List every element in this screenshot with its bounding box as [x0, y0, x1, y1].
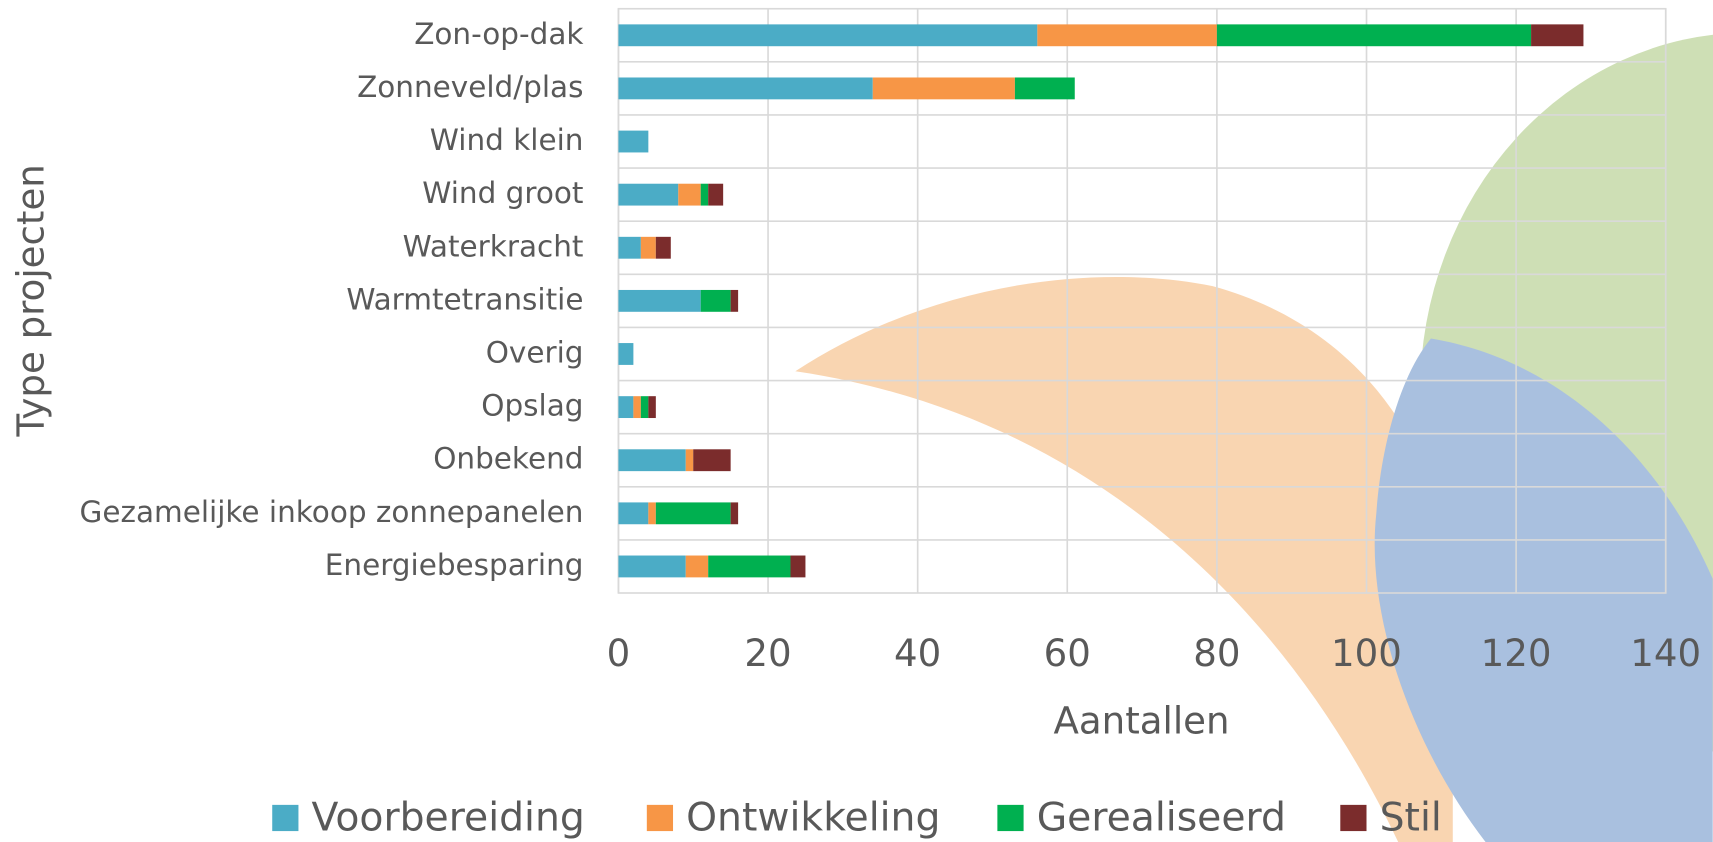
legend-swatch: [1340, 805, 1366, 831]
bar-segment: [618, 449, 685, 471]
bar-segment: [656, 237, 671, 259]
bar-segment: [618, 131, 648, 153]
bar-segment: [641, 396, 648, 418]
legend-label: Ontwikkeling: [686, 796, 940, 841]
page: {"chart_data": {"type": "stacked-bar-hor…: [0, 0, 1713, 842]
y-tick-label: Gezamelijke inkoop zonnepanelen: [80, 495, 584, 529]
x-tick-label: 0: [607, 632, 631, 675]
orange-shape: [795, 277, 1452, 842]
chart: 0 20 40 60 80 100 120 140 Zon-op-dak Zonneveld/pl…: [0, 0, 1713, 842]
bar-segment: [618, 184, 678, 206]
bar-segment: [618, 343, 633, 365]
legend-label: Gerealiseerd: [1037, 796, 1286, 841]
bar-segment: [1037, 24, 1217, 46]
bar-segment: [618, 237, 640, 259]
x-tick-label: 100: [1331, 632, 1402, 675]
bar-segment: [708, 184, 723, 206]
y-tick-label: Zon-op-dak: [414, 17, 583, 51]
y-tick-label: Zonneveld/plas: [357, 70, 583, 104]
bar-segment: [693, 449, 730, 471]
x-tick-label: 20: [744, 632, 791, 675]
x-tick-label: 60: [1044, 632, 1091, 675]
bar-segment: [790, 556, 805, 578]
bar-segment: [731, 290, 738, 312]
y-tick-label: Waterkracht: [403, 229, 584, 263]
bar-segment: [873, 77, 1015, 99]
legend-swatch: [272, 805, 298, 831]
bar-segment: [618, 396, 633, 418]
legend-label: Stil: [1380, 796, 1442, 841]
y-tick-label: Overig: [486, 335, 584, 369]
bar-segment: [618, 502, 648, 524]
bar-segment: [701, 184, 708, 206]
bar-segment: [1217, 24, 1531, 46]
bar-segment: [618, 556, 685, 578]
bar-segment: [618, 290, 700, 312]
bar-segment: [641, 237, 656, 259]
y-tick-label: Warmtetransitie: [346, 282, 583, 316]
bar-segment: [618, 24, 1037, 46]
y-axis-label: Type projecten: [10, 164, 53, 437]
bar-segment: [1531, 24, 1583, 46]
bar-segment: [686, 449, 693, 471]
bar-segment: [648, 396, 655, 418]
bar-segment: [633, 396, 640, 418]
bar-segment: [701, 290, 731, 312]
x-tick-label: 120: [1481, 632, 1552, 675]
legend-label: Voorbereiding: [312, 796, 585, 841]
x-axis-label: Aantallen: [1054, 699, 1230, 742]
bar-segment: [678, 184, 700, 206]
y-tick-label: Opslag: [481, 389, 583, 423]
legend-swatch: [647, 805, 673, 831]
bar-segment: [731, 502, 738, 524]
x-tick-label: 80: [1193, 632, 1240, 675]
bar-segment: [686, 556, 708, 578]
bar-segment: [648, 502, 655, 524]
y-tick-label: Wind groot: [422, 176, 583, 210]
x-tick-label: 140: [1630, 632, 1701, 675]
bar-segment: [708, 556, 790, 578]
bar-segment: [1015, 77, 1075, 99]
y-tick-label: Energiebesparing: [325, 548, 584, 582]
y-tick-label: Wind klein: [430, 123, 584, 157]
bar-segment: [618, 77, 872, 99]
legend-swatch: [997, 805, 1023, 831]
x-tick-label: 40: [894, 632, 941, 675]
bar-segment: [656, 502, 731, 524]
decoration: [795, 33, 1713, 842]
y-tick-label: Onbekend: [433, 442, 583, 476]
